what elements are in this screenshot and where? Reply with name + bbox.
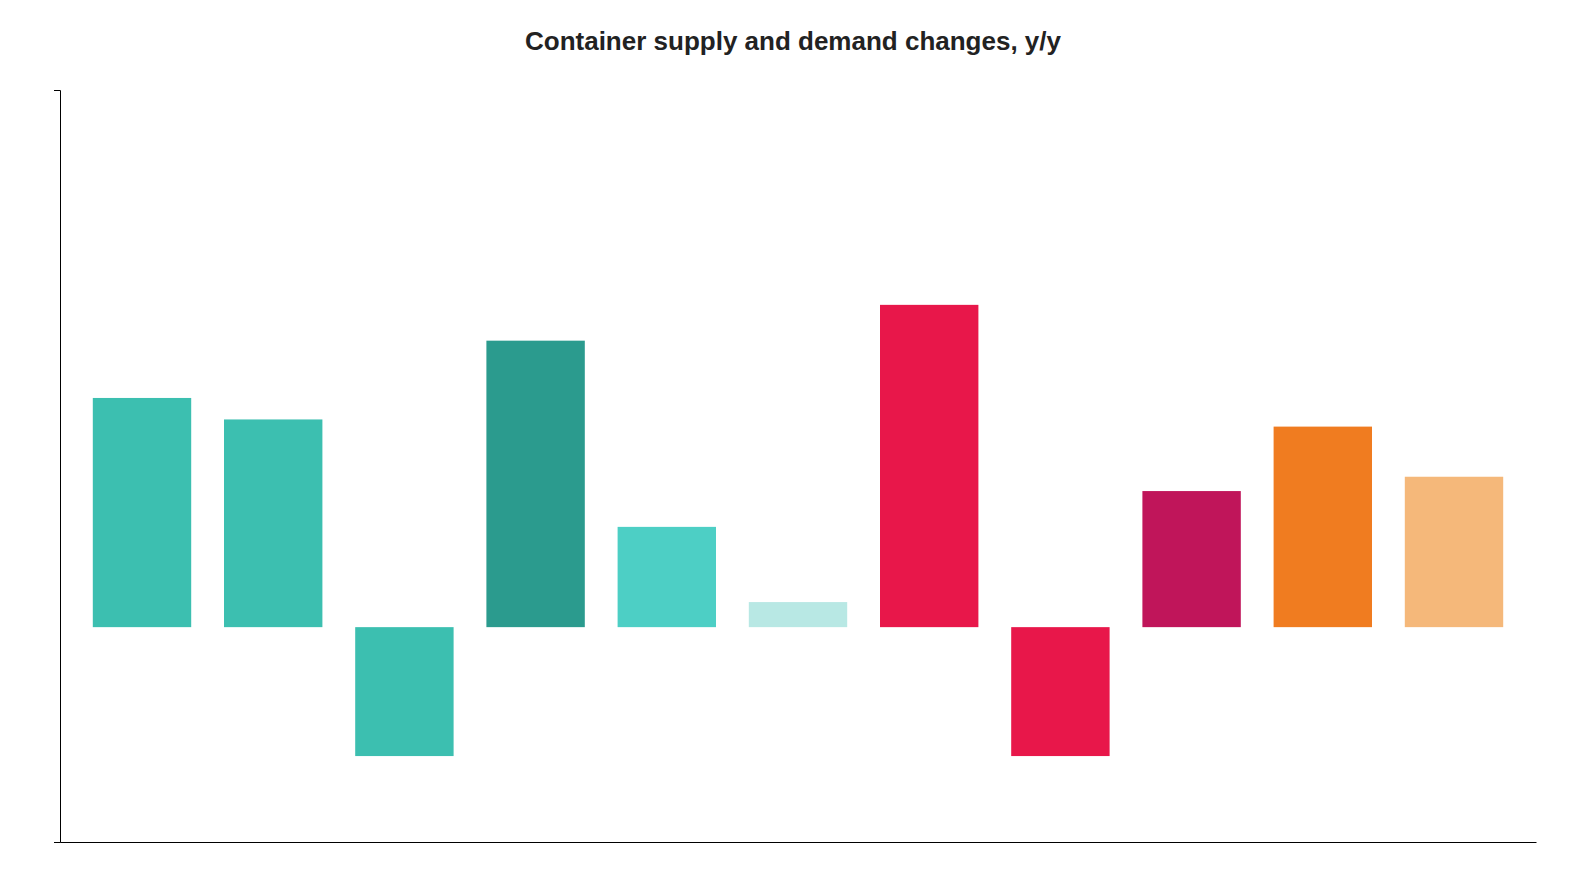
bar (880, 305, 978, 627)
bar (618, 527, 716, 627)
bar (486, 341, 584, 627)
bar (93, 398, 191, 627)
bar (355, 627, 453, 756)
chart: Container supply and demand changes, y/y (0, 0, 1586, 892)
x-axis-line (61, 842, 1537, 843)
bar (224, 419, 322, 627)
x-axis (61, 842, 1537, 843)
title: Container supply and demand changes, y/y (525, 26, 1062, 56)
bar (1405, 477, 1503, 627)
bar (1142, 491, 1240, 627)
bar (749, 602, 847, 627)
y-axis-line (54, 91, 61, 843)
bar (1274, 427, 1372, 628)
y-axis (54, 91, 61, 843)
bars (93, 305, 1503, 756)
bar (1011, 627, 1109, 756)
plot (54, 91, 1537, 843)
